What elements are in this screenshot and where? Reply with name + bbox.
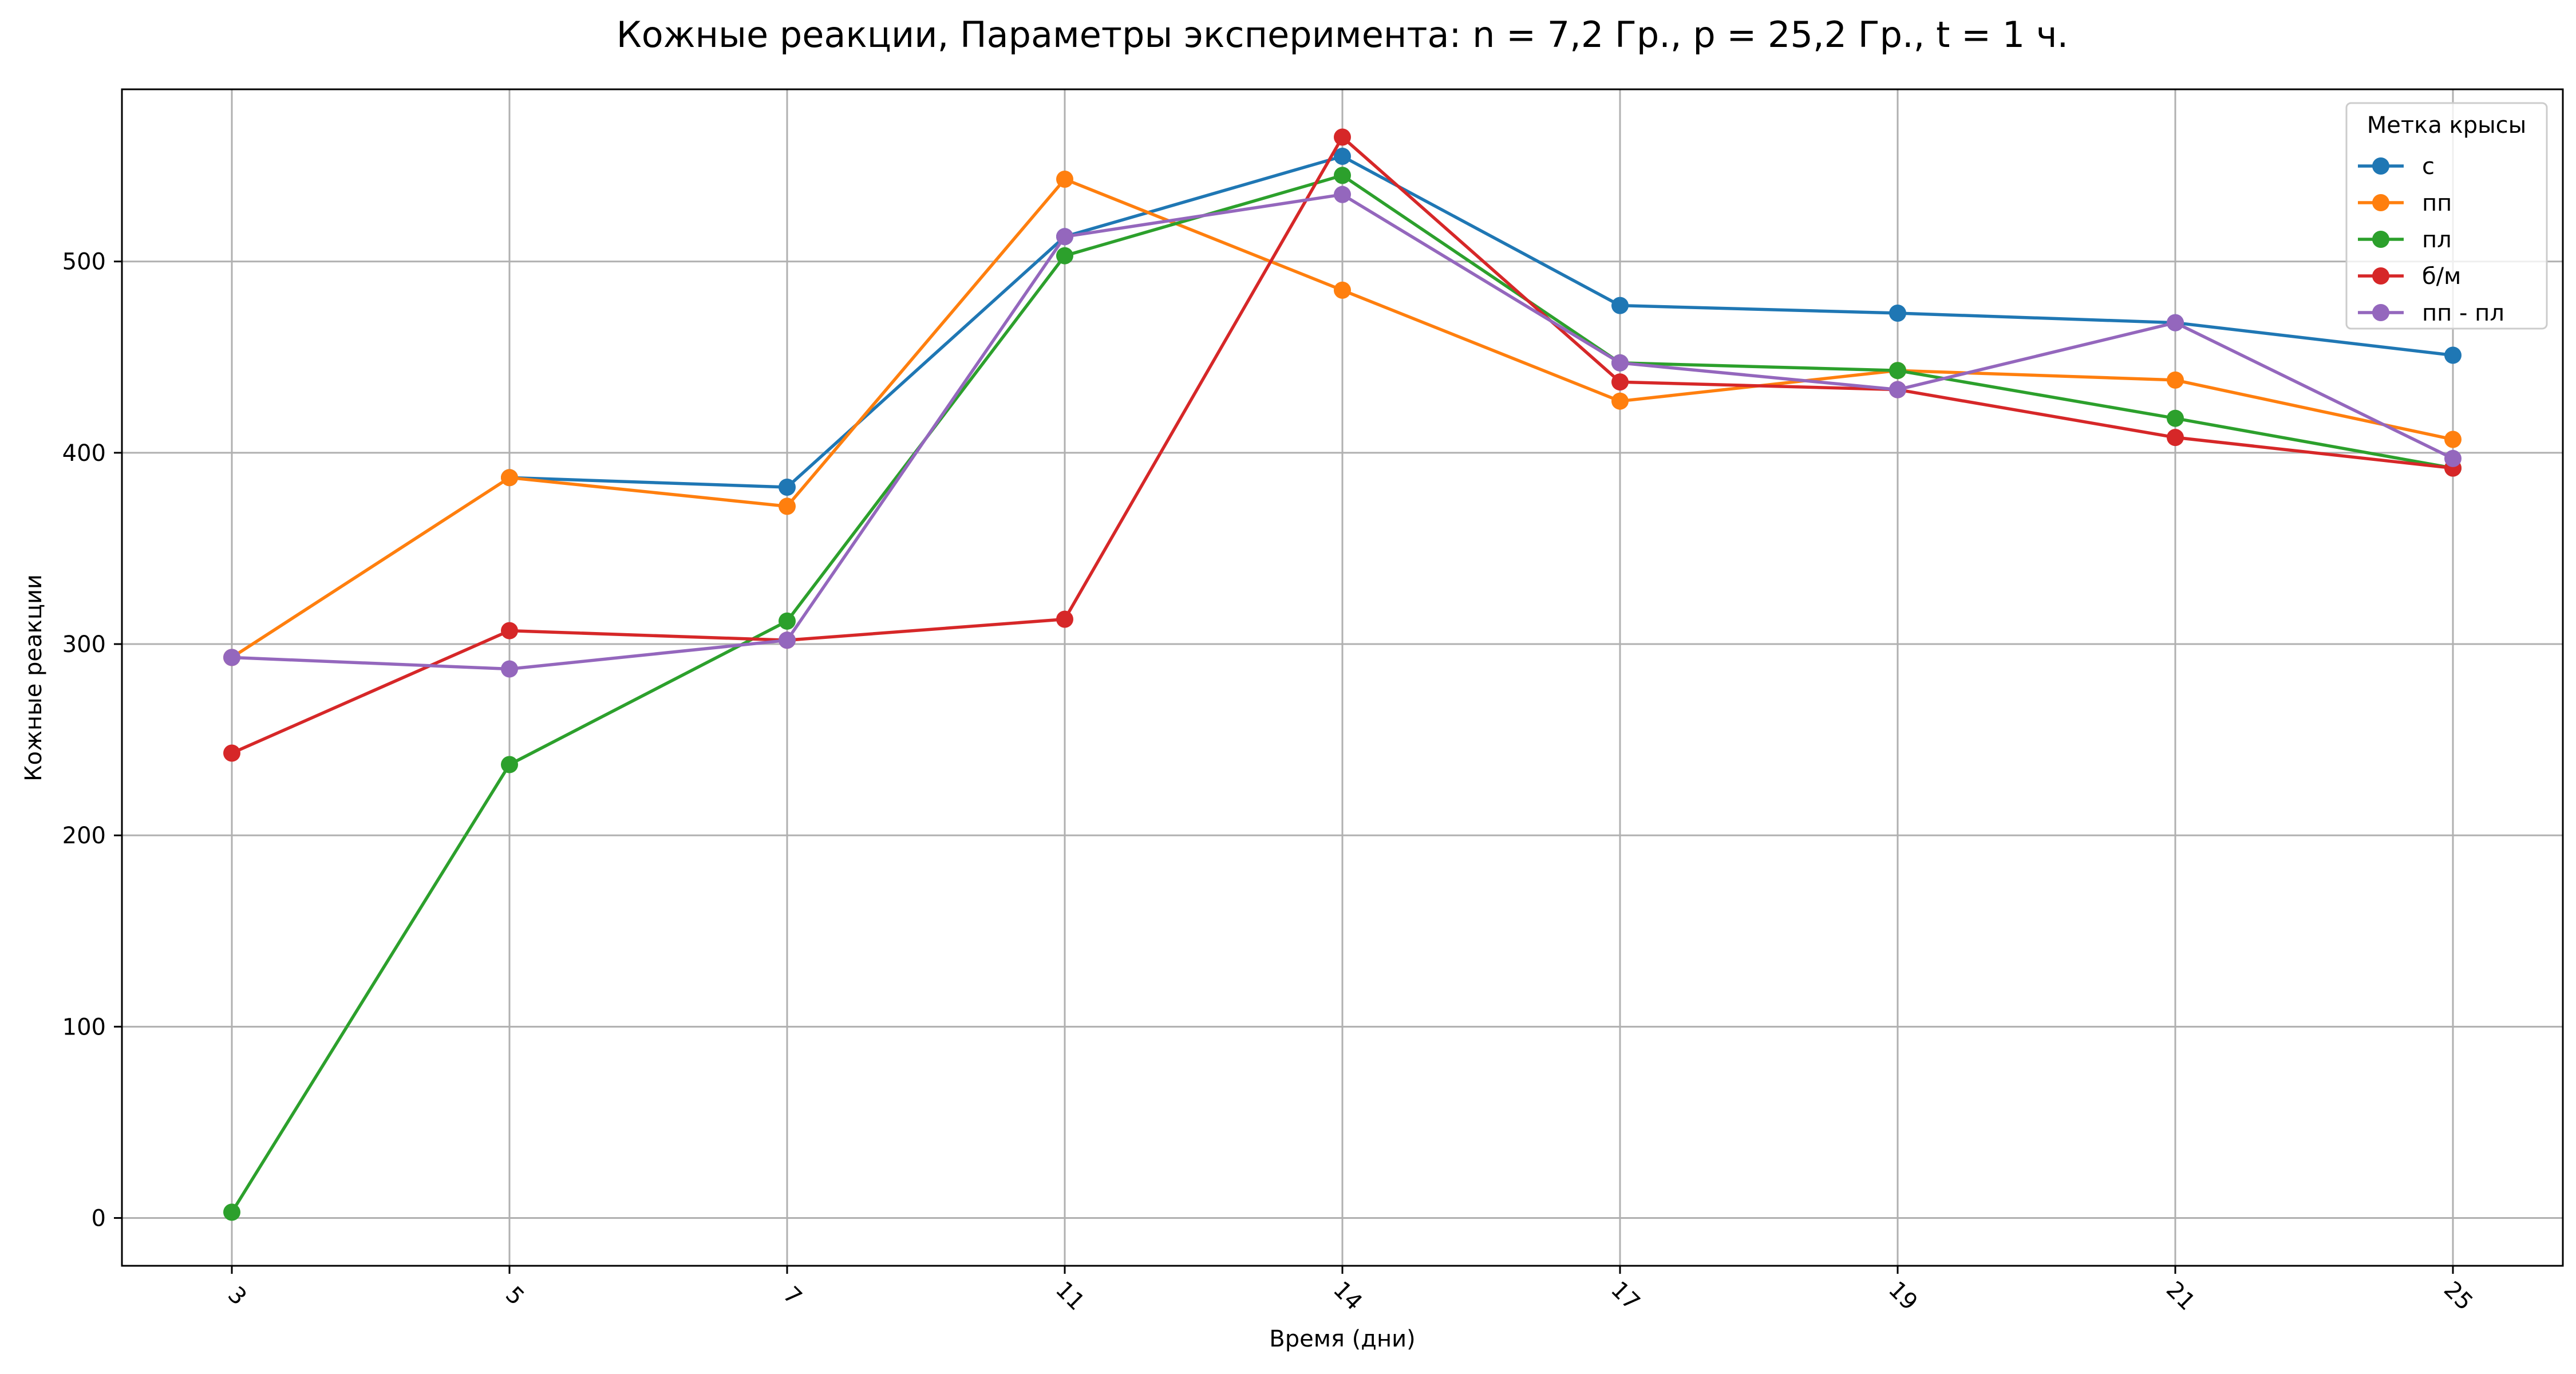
legend-marker bbox=[2372, 194, 2389, 211]
data-point bbox=[2167, 429, 2184, 447]
data-point bbox=[1056, 247, 1073, 264]
data-point bbox=[223, 1203, 240, 1221]
data-point bbox=[501, 660, 518, 678]
legend-item: б/м bbox=[2358, 263, 2461, 290]
legend-marker bbox=[2372, 157, 2389, 175]
data-point bbox=[1334, 167, 1351, 184]
y-tick-label: 100 bbox=[62, 1014, 106, 1040]
x-axis-label: Время (дни) bbox=[1269, 1326, 1415, 1352]
data-point bbox=[1889, 362, 1906, 380]
data-point bbox=[1334, 281, 1351, 299]
legend-label: пп bbox=[2422, 190, 2452, 216]
legend-label: с bbox=[2422, 153, 2435, 180]
data-point bbox=[1334, 148, 1351, 165]
legend-item: пп bbox=[2358, 190, 2452, 216]
legend-marker bbox=[2372, 267, 2389, 285]
data-point bbox=[2167, 409, 2184, 427]
y-tick-label: 300 bbox=[62, 631, 106, 658]
data-point bbox=[779, 612, 796, 630]
data-point bbox=[779, 479, 796, 496]
data-point bbox=[2444, 449, 2462, 467]
data-point bbox=[2167, 314, 2184, 331]
y-axis-label: Кожные реакции bbox=[21, 574, 47, 781]
legend-label: б/м bbox=[2422, 263, 2461, 290]
data-point bbox=[1889, 381, 1906, 398]
legend: Метка крысы с пп пл б/м пп - пл bbox=[2345, 102, 2548, 330]
data-point bbox=[779, 498, 796, 515]
legend-marker bbox=[2372, 231, 2389, 248]
series-layer bbox=[223, 128, 2462, 1221]
legend-box bbox=[2345, 102, 2548, 330]
data-point bbox=[1056, 610, 1073, 628]
legend-marker bbox=[2372, 304, 2389, 321]
data-point bbox=[501, 756, 518, 773]
grid bbox=[122, 89, 2563, 1266]
data-point bbox=[223, 744, 240, 762]
data-point bbox=[501, 622, 518, 639]
data-point bbox=[2444, 431, 2462, 448]
data-point bbox=[1889, 305, 1906, 322]
series-line bbox=[509, 155, 2453, 489]
y-tick-label: 400 bbox=[62, 440, 106, 467]
series-group bbox=[223, 185, 2462, 678]
y-tick-label: 0 bbox=[92, 1205, 106, 1231]
legend-label: пл bbox=[2422, 227, 2452, 253]
data-point bbox=[1611, 354, 1629, 372]
legend-item: пл bbox=[2358, 227, 2452, 253]
data-point bbox=[2444, 346, 2462, 364]
y-tick-label: 200 bbox=[62, 823, 106, 849]
data-point bbox=[1611, 373, 1629, 391]
data-point bbox=[223, 649, 240, 666]
data-point bbox=[1611, 392, 1629, 410]
data-point bbox=[779, 631, 796, 649]
chart-title: Кожные реакции, Параметры эксперимента: … bbox=[617, 14, 2069, 56]
data-point bbox=[1056, 228, 1073, 246]
data-point bbox=[1334, 185, 1351, 203]
legend-label: пп - пл bbox=[2422, 300, 2504, 326]
data-point bbox=[2167, 371, 2184, 389]
legend-item: пп - пл bbox=[2358, 300, 2504, 326]
legend-title: Метка крысы bbox=[2367, 112, 2527, 139]
data-point bbox=[1334, 128, 1351, 146]
data-point bbox=[501, 469, 518, 487]
legend-items: с пп пл б/м пп - пл bbox=[2358, 153, 2504, 326]
legend-item: с bbox=[2358, 153, 2435, 180]
data-point bbox=[1611, 297, 1629, 314]
y-tick-label: 500 bbox=[62, 249, 106, 275]
data-point bbox=[1056, 171, 1073, 188]
